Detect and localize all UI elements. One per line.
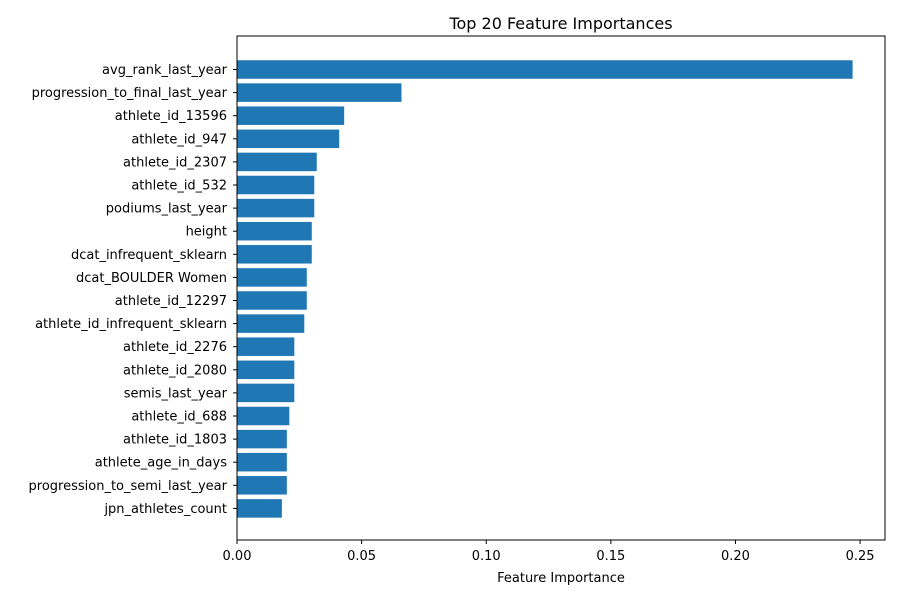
bar-18 xyxy=(237,476,287,495)
bar-10 xyxy=(237,291,307,310)
bar-19 xyxy=(237,499,282,518)
category-label: progression_to_final_last_year xyxy=(32,86,228,101)
x-tick-label: 0.05 xyxy=(347,549,376,564)
category-label: progression_to_semi_last_year xyxy=(29,479,228,494)
category-label: athlete_id_12297 xyxy=(115,294,227,309)
bar-14 xyxy=(237,383,295,403)
category-label: athlete_id_13596 xyxy=(115,109,227,124)
category-label: dcat_infrequent_sklearn xyxy=(71,248,227,263)
bar-9 xyxy=(237,268,307,287)
bar-17 xyxy=(237,452,287,472)
bar-1 xyxy=(237,83,402,102)
x-tick-label: 0.15 xyxy=(596,549,625,564)
x-tick-label: 0.10 xyxy=(472,549,501,564)
category-label: athlete_age_in_days xyxy=(95,456,227,471)
plot-frame xyxy=(236,35,886,541)
category-label: athlete_id_2307 xyxy=(123,155,227,170)
chart-title: Top 20 Feature Importances xyxy=(448,14,672,33)
category-label: height xyxy=(186,225,227,240)
category-label: athlete_id_infrequent_sklearn xyxy=(35,317,227,332)
x-tick-label: 0.25 xyxy=(846,549,875,564)
bar-0 xyxy=(237,60,853,79)
category-label: jpn_athletes_count xyxy=(103,502,227,517)
category-label: athlete_id_1803 xyxy=(123,433,227,448)
category-label: semis_last_year xyxy=(124,386,228,401)
bar-12 xyxy=(237,337,295,356)
category-label: podiums_last_year xyxy=(106,202,228,217)
bar-8 xyxy=(237,245,312,264)
category-label: athlete_id_532 xyxy=(131,179,227,194)
category-label: athlete_id_947 xyxy=(131,132,227,147)
x-tick-label: 0.20 xyxy=(721,549,750,564)
bar-3 xyxy=(237,129,340,149)
bar-5 xyxy=(237,175,315,195)
category-label: athlete_id_2276 xyxy=(123,340,227,355)
category-label: dcat_BOULDER Women xyxy=(76,271,227,286)
bar-15 xyxy=(237,406,290,426)
category-label: avg_rank_last_year xyxy=(102,63,228,78)
bar-2 xyxy=(237,106,345,125)
bar-11 xyxy=(237,314,305,333)
x-axis-title: Feature Importance xyxy=(497,571,625,586)
category-label: athlete_id_2080 xyxy=(123,363,227,378)
bar-6 xyxy=(237,198,315,218)
bars-group xyxy=(237,60,853,518)
x-axis-ticks: 0.00 0.05 0.10 0.15 0.20 0.25 xyxy=(223,540,875,564)
category-labels: avg_rank_last_year progression_to_final_l… xyxy=(29,63,237,517)
x-tick-label: 0.00 xyxy=(223,549,252,564)
category-label: athlete_id_688 xyxy=(131,410,227,425)
bar-13 xyxy=(237,360,295,380)
bar-4 xyxy=(237,152,317,172)
bar-16 xyxy=(237,429,287,449)
bar-7 xyxy=(237,221,312,241)
